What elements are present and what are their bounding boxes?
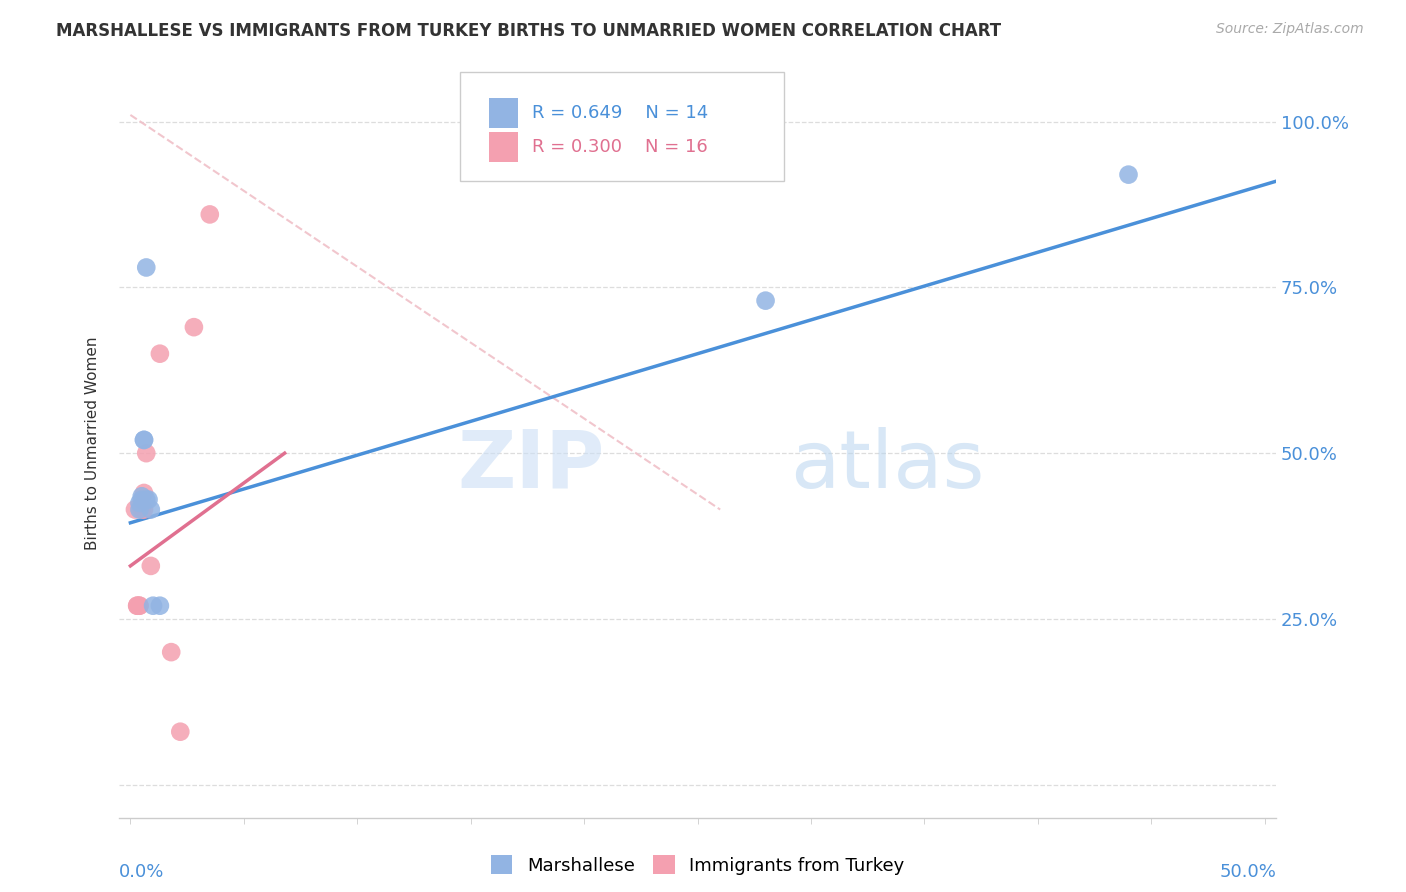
Text: atlas: atlas	[790, 426, 984, 505]
Point	[1118, 168, 1140, 182]
Point	[128, 599, 150, 613]
Point	[198, 207, 221, 221]
FancyBboxPatch shape	[460, 72, 785, 181]
Text: R = 0.300    N = 16: R = 0.300 N = 16	[531, 138, 707, 156]
Point	[135, 446, 157, 460]
Text: MARSHALLESE VS IMMIGRANTS FROM TURKEY BIRTHS TO UNMARRIED WOMEN CORRELATION CHAR: MARSHALLESE VS IMMIGRANTS FROM TURKEY BI…	[56, 22, 1001, 40]
Point	[131, 502, 153, 516]
Point	[149, 347, 172, 361]
Point	[127, 599, 149, 613]
Point	[139, 502, 162, 516]
Point	[128, 502, 150, 516]
Point	[169, 724, 191, 739]
Point	[128, 599, 150, 613]
Point	[132, 486, 155, 500]
Point	[131, 492, 153, 507]
Point	[149, 599, 172, 613]
Point	[183, 320, 205, 334]
Text: R = 0.649    N = 14: R = 0.649 N = 14	[531, 104, 709, 122]
Text: 0.0%: 0.0%	[120, 863, 165, 881]
Point	[139, 558, 162, 573]
Text: Source: ZipAtlas.com: Source: ZipAtlas.com	[1216, 22, 1364, 37]
Point	[131, 489, 153, 503]
Legend: Marshallese, Immigrants from Turkey: Marshallese, Immigrants from Turkey	[482, 847, 914, 884]
Point	[138, 492, 160, 507]
FancyBboxPatch shape	[489, 98, 519, 128]
Point	[131, 500, 153, 514]
Point	[127, 599, 149, 613]
Point	[132, 502, 155, 516]
Point	[142, 599, 165, 613]
Point	[160, 645, 183, 659]
FancyBboxPatch shape	[489, 132, 519, 162]
Point	[132, 433, 155, 447]
Point	[132, 433, 155, 447]
Point	[124, 502, 146, 516]
Text: 50.0%: 50.0%	[1219, 863, 1277, 881]
Point	[128, 496, 150, 510]
Point	[135, 492, 157, 507]
Y-axis label: Births to Unmarried Women: Births to Unmarried Women	[86, 336, 100, 550]
Text: ZIP: ZIP	[458, 426, 605, 505]
Point	[754, 293, 776, 308]
Point	[135, 260, 157, 275]
